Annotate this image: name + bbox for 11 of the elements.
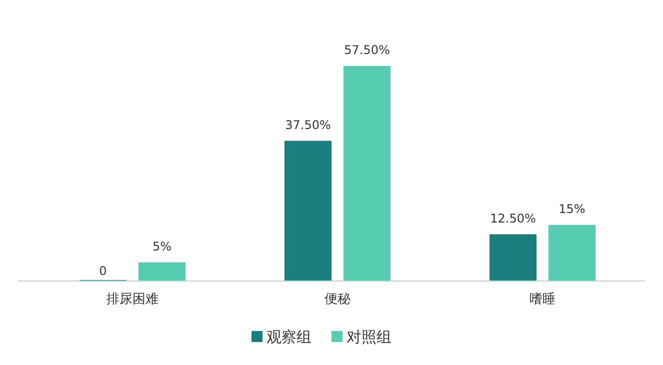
data-label: 0 xyxy=(99,264,107,278)
x-tick-label: 排尿困难 xyxy=(106,292,158,307)
data-label: 12.50% xyxy=(490,211,536,226)
x-tick-label: 便秘 xyxy=(324,292,350,307)
x-tick-label: 嗜睡 xyxy=(530,292,556,307)
data-label: 15% xyxy=(558,202,586,216)
legend-label: 对照组 xyxy=(346,328,392,346)
data-label: 5% xyxy=(152,239,172,254)
data-label: 37.50% xyxy=(285,118,331,132)
legend-label: 观察组 xyxy=(266,328,312,346)
data-label: 57.50% xyxy=(344,43,390,57)
